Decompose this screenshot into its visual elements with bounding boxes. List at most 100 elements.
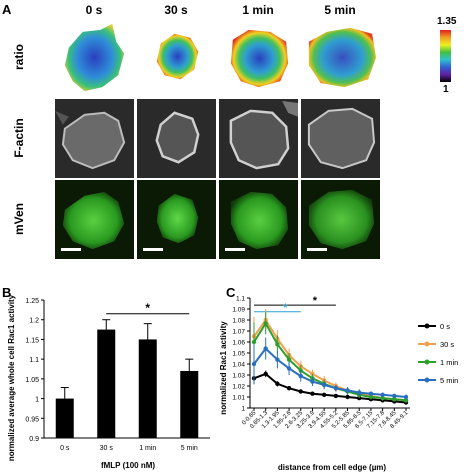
- panel-letter-b: B: [2, 285, 12, 300]
- data-point: [368, 391, 374, 396]
- legend-label: 0 s: [440, 322, 450, 331]
- data-point: [357, 390, 362, 395]
- panel-letter-a: A: [2, 2, 12, 17]
- data-point: [286, 386, 292, 391]
- y-tick-label: 1.03: [232, 373, 245, 380]
- colorbar-min-label: 1: [443, 84, 449, 95]
- y-axis-label: normalized Rac1 activity: [219, 321, 228, 415]
- y-tick-label: 1: [35, 397, 39, 404]
- scale-bar: [143, 248, 163, 251]
- data-point: [403, 394, 409, 400]
- x-axis-label: fMLP (100 nM): [101, 461, 155, 470]
- bar: [97, 329, 116, 438]
- data-point: [263, 371, 268, 377]
- row-label-ratio: ratio: [12, 44, 26, 71]
- column-header-5min: 5 min: [324, 3, 356, 17]
- y-tick-label: 1.09: [232, 307, 245, 314]
- x-tick-label: 1 min: [139, 445, 156, 452]
- bar-chart-whole-cell-rac1: 0.9 0.95 1 1.05 1.1 1.15 1.2 1.25 0 s 30 s 1 min 5…: [7, 294, 210, 470]
- data-point: [345, 388, 350, 393]
- y-tick-label: 1.08: [232, 318, 245, 325]
- y-tick-label: 1.2: [29, 318, 39, 325]
- data-point: [380, 395, 385, 401]
- data-point: [368, 394, 374, 400]
- data-point: [333, 386, 339, 391]
- row-label-f-actin: F-actin: [12, 118, 26, 158]
- data-point: [275, 357, 280, 362]
- scale-bar: [61, 248, 81, 251]
- ratio-image-1min: [219, 18, 298, 97]
- data-point: [321, 392, 327, 397]
- y-tick-label: 1.01: [232, 395, 245, 402]
- x-tick-label: 30 s: [100, 445, 114, 452]
- data-point: [298, 373, 303, 379]
- data-point: [392, 393, 397, 399]
- data-point: [263, 321, 268, 326]
- data-point: [310, 391, 315, 396]
- mven-image-1min: [219, 180, 298, 259]
- significance-star: *: [313, 295, 318, 307]
- significance-star: *: [283, 302, 288, 314]
- ratio-image-0s: [55, 18, 134, 97]
- ratio-image-5min: [301, 18, 380, 97]
- mven-image-30s: [137, 180, 216, 259]
- y-tick-label: 1.04: [232, 362, 245, 369]
- legend-label: 5 min: [440, 376, 458, 385]
- data-point: [403, 398, 409, 403]
- y-tick-label: 0.9: [29, 436, 39, 443]
- line-chart-rac1-profile: 1 1.01 1.02 1.03 1.04 1.05 1.06 1.07 1.08 1.09 1.1…: [219, 295, 458, 472]
- column-header-30s: 30 s: [164, 3, 188, 17]
- data-point: [251, 339, 257, 345]
- data-point: [286, 366, 292, 371]
- mven-image-5min: [301, 180, 380, 259]
- f-actin-image-0s: [55, 99, 134, 178]
- column-header-1min: 1 min: [242, 3, 274, 17]
- data-point: [392, 397, 397, 402]
- data-point: [275, 342, 280, 347]
- f-actin-image-30s: [137, 99, 216, 178]
- series-line: [253, 321, 407, 402]
- y-tick-label: 1.15: [25, 337, 39, 344]
- legend-marker: [424, 323, 430, 329]
- colorbar-max-label: 1.35: [437, 16, 457, 27]
- data-point: [298, 389, 303, 394]
- x-tick-label: 0 s: [60, 445, 70, 452]
- y-tick-label: 1.02: [232, 384, 245, 391]
- significance-star: *: [145, 301, 150, 315]
- data-point: [321, 382, 327, 388]
- y-tick-label: 1.05: [232, 351, 245, 358]
- bar: [138, 339, 157, 438]
- series-line: [253, 347, 407, 398]
- panel-letter-c: C: [226, 285, 236, 300]
- y-axis-label: normalized average whole cell Rac1 activ…: [7, 294, 16, 461]
- data-point: [286, 357, 292, 362]
- bar: [180, 370, 199, 438]
- y-tick-label: 1.25: [25, 298, 39, 305]
- x-tick-label: 5 min: [181, 445, 198, 452]
- scale-bar: [225, 248, 245, 251]
- y-tick-label: 1.05: [25, 377, 39, 384]
- legend-marker: [424, 359, 430, 365]
- y-tick-label: 1.07: [232, 329, 245, 336]
- bar: [55, 398, 74, 438]
- data-point: [263, 346, 268, 351]
- y-tick-label: 1.06: [232, 340, 245, 347]
- legend-label: 30 s: [440, 340, 454, 349]
- f-actin-image-5min: [301, 99, 380, 178]
- y-tick-label: 1.1: [29, 357, 39, 364]
- y-tick-label: 1.1: [236, 296, 245, 303]
- data-point: [298, 368, 303, 373]
- data-point: [333, 393, 339, 399]
- x-axis-label: distance from cell edge (µm): [278, 463, 387, 472]
- legend-marker: [424, 377, 430, 383]
- data-point: [310, 379, 315, 384]
- f-actin-image-1min: [219, 99, 298, 178]
- data-point: [345, 394, 350, 400]
- data-point: [251, 361, 257, 367]
- legend-marker: [424, 341, 430, 347]
- y-tick-label: 1: [241, 406, 245, 413]
- ratio-image-30s: [137, 18, 216, 97]
- mven-image-0s: [55, 180, 134, 259]
- data-point: [275, 381, 280, 386]
- column-header-0s: 0 s: [85, 3, 103, 17]
